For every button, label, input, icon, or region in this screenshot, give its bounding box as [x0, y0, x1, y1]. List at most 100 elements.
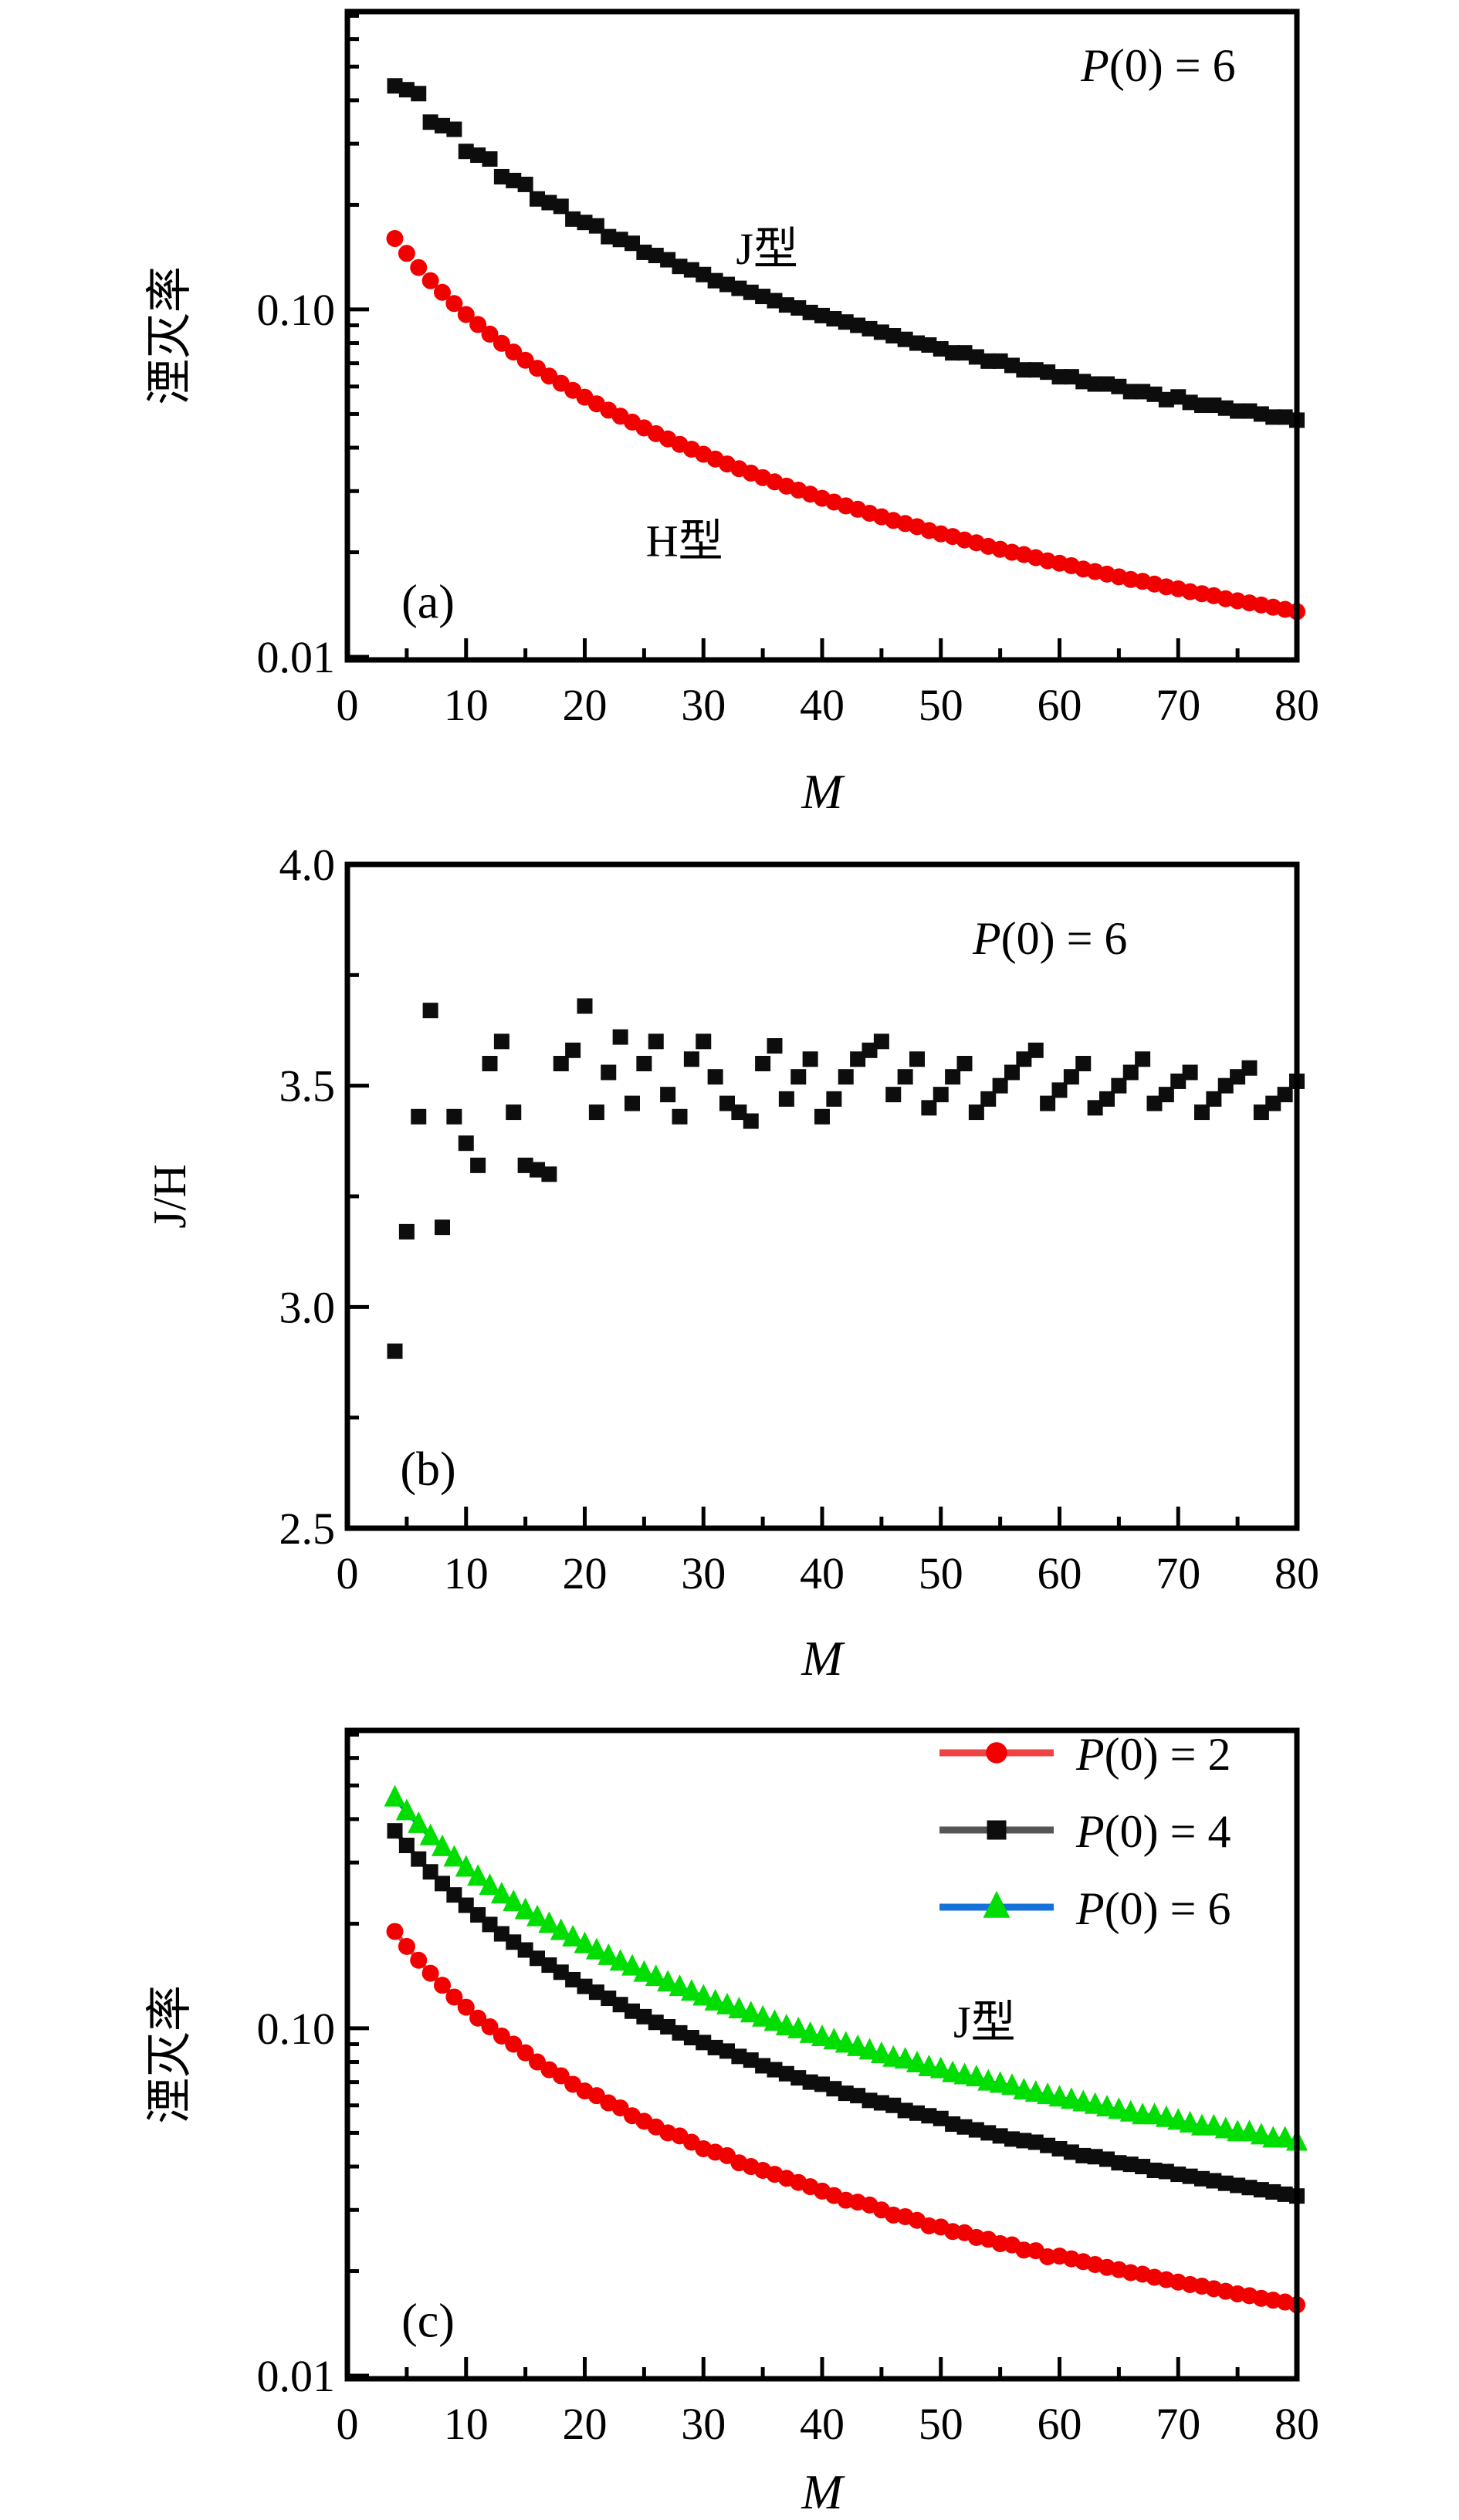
square-marker: [1040, 364, 1056, 381]
square-marker: [1087, 2149, 1103, 2165]
square-marker: [1241, 1060, 1258, 1076]
square-marker: [980, 1091, 997, 1107]
square-marker: [553, 1964, 569, 1980]
triangle-marker: [847, 2034, 869, 2056]
triangle-marker: [906, 2050, 928, 2072]
square-marker: [1206, 1091, 1222, 1107]
circle-marker: [386, 1923, 404, 1940]
square-marker: [802, 304, 818, 320]
square-marker: [1265, 2183, 1281, 2200]
square-marker: [577, 998, 593, 1014]
circle-marker: [493, 2027, 510, 2045]
square-marker: [387, 1823, 403, 1839]
square-marker: [731, 280, 747, 296]
square-marker: [933, 341, 949, 357]
square-marker: [530, 191, 545, 207]
triangle-marker: [669, 1974, 691, 1997]
square-marker: [987, 1820, 1007, 1840]
x-tick-label: 0: [337, 1548, 359, 1598]
circle-marker: [493, 334, 510, 352]
square-marker: [1206, 397, 1222, 414]
square-marker: [1099, 1091, 1115, 1107]
x-axis-label: M: [801, 2464, 845, 2516]
axis-labels: 0 10 20 30 40 50 60 70 80 0.10 0.01 M 湮灭率: [144, 1985, 1319, 2519]
square-marker: [778, 297, 794, 313]
square-marker: [933, 1087, 949, 1103]
square-marker: [1182, 394, 1198, 411]
x-tick-label: 40: [800, 1548, 845, 1598]
square-marker: [435, 1219, 450, 1236]
square-marker: [1170, 2167, 1186, 2183]
x-tick-label: 10: [444, 2399, 489, 2449]
square-marker: [1004, 1064, 1020, 1081]
panel-a: 0 10 20 30 40 50 60 70 80 0.10 0.01 M 湮灭率 P(0) = 6 J型 H…: [144, 8, 1319, 819]
series-p0-2: [386, 1923, 1305, 2314]
square-marker: [1146, 1095, 1163, 1111]
square-marker: [968, 2122, 984, 2138]
triangle-marker: [479, 1873, 501, 1896]
square-marker: [1122, 2156, 1139, 2173]
axis-ticks: [345, 862, 1299, 1531]
square-marker: [482, 151, 498, 167]
square-marker: [862, 2092, 878, 2109]
square-marker: [921, 2108, 937, 2124]
legend: P(0) = 2 P(0) = 4 P(0) = 6: [939, 1729, 1231, 1934]
triangle-marker: [894, 2047, 916, 2069]
y-tick-label: 0.01: [257, 2351, 336, 2401]
circle-marker: [457, 306, 475, 323]
square-marker: [1027, 1042, 1044, 1058]
square-marker: [1194, 2170, 1210, 2187]
square-marker: [933, 2110, 949, 2126]
square-marker: [1146, 2162, 1163, 2178]
square-marker: [1063, 2144, 1079, 2160]
square-marker: [1158, 391, 1174, 408]
square-marker: [612, 1997, 628, 2013]
square-marker: [696, 2035, 712, 2051]
square-marker: [790, 1069, 807, 1085]
triangle-marker: [526, 1904, 548, 1926]
square-marker: [530, 1950, 545, 1967]
triangle-marker: [597, 1943, 620, 1965]
square-marker: [411, 1851, 427, 1867]
plot-border: [344, 861, 1300, 1531]
square-marker: [755, 289, 771, 305]
x-tick-label: 60: [1038, 680, 1082, 730]
panel-c: 0 10 20 30 40 50 60 70 80 0.10 0.01 M 湮灭率 J型 (c) P(0) =…: [144, 1727, 1319, 2519]
square-marker: [683, 2030, 699, 2046]
square-marker: [506, 1104, 522, 1121]
square-marker: [802, 2074, 818, 2090]
square-marker: [826, 311, 842, 327]
square-marker: [1170, 389, 1186, 405]
triangle-marker: [419, 1823, 442, 1845]
circle-marker: [386, 230, 404, 248]
square-marker: [683, 1051, 699, 1067]
triangle-marker: [514, 1897, 537, 1920]
x-tick-label: 40: [800, 2399, 845, 2449]
x-tick-label: 80: [1275, 2399, 1319, 2449]
square-marker: [992, 2128, 1008, 2144]
square-marker: [909, 2105, 925, 2121]
square-marker: [1016, 1051, 1032, 1067]
square-marker: [636, 2008, 652, 2024]
series-j-type-squares: [387, 78, 1305, 428]
square-marker: [1122, 1064, 1139, 1081]
triangle-marker: [929, 2056, 952, 2079]
y-tick-label: 0.01: [257, 632, 336, 682]
triangle-marker: [740, 2001, 762, 2023]
square-marker: [636, 244, 652, 260]
x-tick-label: 30: [681, 680, 726, 730]
square-marker: [1230, 403, 1246, 419]
square-marker: [873, 2095, 889, 2111]
square-marker: [826, 1091, 842, 1107]
x-tick-label: 50: [919, 680, 963, 730]
square-marker: [945, 345, 961, 361]
square-marker: [1135, 1051, 1151, 1067]
square-marker: [1051, 2141, 1068, 2157]
triangle-marker: [408, 1811, 430, 1833]
square-marker: [790, 2070, 807, 2086]
panel-b: 0 10 20 30 40 50 60 70 80 4.0 3.5 3.0 2.5 M J/H P(0) = …: [144, 840, 1319, 1686]
y-tick-label: 3.0: [279, 1282, 336, 1332]
square-marker: [672, 2024, 688, 2041]
square-marker: [897, 1069, 913, 1085]
y-tick-label: 4.0: [279, 840, 336, 890]
